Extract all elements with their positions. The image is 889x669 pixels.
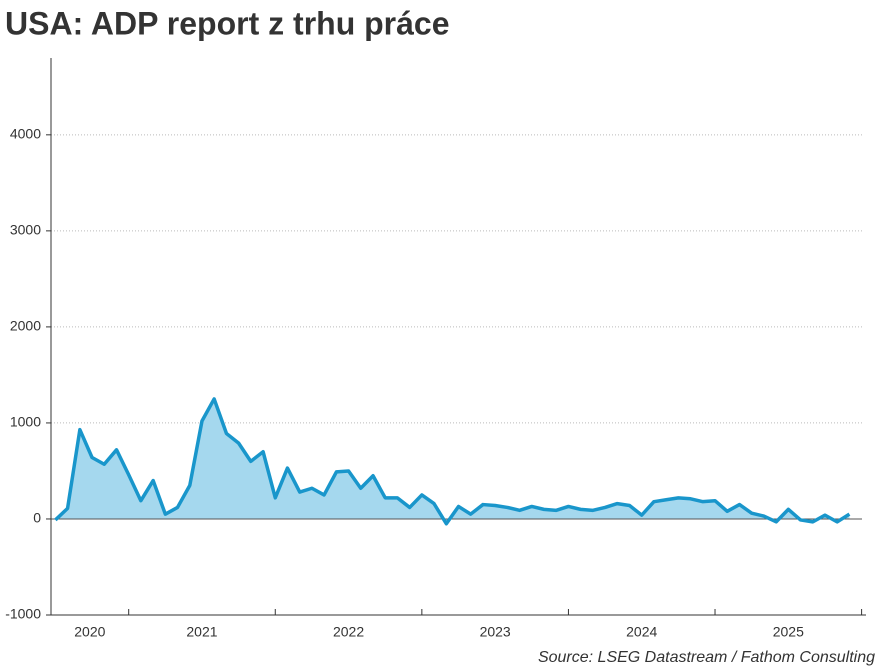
- y-tick-label: -1000: [5, 606, 41, 622]
- y-tick-label: 1000: [10, 414, 41, 430]
- source-note: Source: LSEG Datastream / Fathom Consult…: [538, 649, 875, 666]
- x-tick-label: 2020: [74, 624, 105, 640]
- area-fill: [55, 398, 850, 524]
- series-line: [54, 397, 851, 526]
- y-tick-label: 3000: [10, 222, 41, 238]
- y-tick-label: 0: [33, 510, 41, 526]
- x-tick-label: 2021: [186, 624, 217, 640]
- x-tick-label: 2022: [333, 624, 364, 640]
- x-tick-label: 2025: [773, 624, 804, 640]
- x-tick-label: 2024: [626, 624, 657, 640]
- y-tick-label: 4000: [10, 126, 41, 142]
- chart-title: USA: ADP report z trhu práce: [5, 5, 450, 41]
- y-tick-label: 2000: [10, 318, 41, 334]
- x-tick-label: 2023: [480, 624, 511, 640]
